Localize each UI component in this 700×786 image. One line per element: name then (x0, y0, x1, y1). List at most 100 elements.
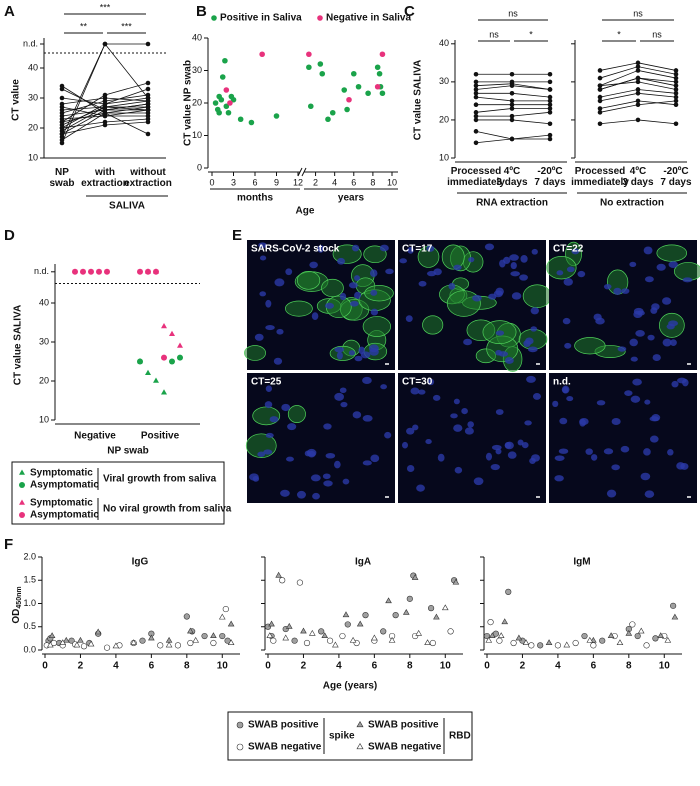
point (402, 608, 410, 615)
infected-cell (656, 244, 688, 262)
segment-label: years (338, 193, 365, 204)
y-tick-label: 10 (39, 414, 49, 424)
point (489, 632, 496, 639)
nucleus (490, 463, 500, 471)
nucleus (620, 445, 630, 453)
nucleus (647, 334, 655, 341)
significance-label: *** (121, 21, 132, 31)
panel-letter: C (404, 3, 415, 20)
point (145, 95, 151, 101)
legend-group-label: spike (329, 731, 355, 742)
point (487, 618, 494, 626)
point (473, 90, 479, 96)
significance-label: * (617, 29, 621, 39)
nucleus (524, 420, 532, 426)
point (59, 83, 65, 89)
point (473, 102, 479, 108)
x-tick-label: 8 (184, 661, 190, 672)
point (411, 574, 419, 580)
nucleus (643, 448, 651, 456)
point (452, 578, 460, 585)
point (473, 129, 479, 134)
subplot-title: IgG (132, 557, 149, 568)
nucleus (406, 464, 415, 473)
point (19, 469, 25, 475)
nucleus (362, 460, 372, 466)
nucleus (635, 329, 645, 337)
x-tick-label: 6 (351, 177, 356, 187)
point (379, 51, 386, 58)
y-tick-label: 1.0 (23, 598, 36, 608)
nucleus (274, 278, 285, 287)
point (385, 597, 392, 604)
point (161, 322, 167, 329)
nucleus (554, 455, 565, 461)
nucleus (453, 398, 460, 405)
nucleus (401, 441, 409, 449)
nucleus (296, 490, 306, 499)
micrograph-label: SARS-CoV-2 stock (251, 244, 340, 255)
x-tick-label: 10 (659, 661, 671, 672)
micrograph: n.d. (549, 373, 697, 503)
point (218, 96, 225, 103)
point (365, 90, 371, 97)
point (319, 70, 326, 77)
nucleus (362, 376, 372, 385)
infected-cell (446, 290, 481, 317)
nucleus (651, 414, 661, 422)
nucleus (369, 269, 378, 278)
y-tick-label: 20 (28, 122, 38, 132)
point (145, 41, 151, 47)
nucleus (650, 435, 659, 443)
point (139, 637, 146, 644)
point (497, 632, 505, 639)
point (673, 90, 679, 96)
point (635, 87, 641, 92)
nucleus (427, 378, 435, 386)
point (303, 639, 311, 647)
y-axis-label: CT value NP swab (183, 60, 194, 146)
x-tick-label: 0 (484, 661, 490, 672)
nucleus (384, 431, 392, 439)
infected-cell (363, 245, 387, 264)
x-tick-label: 4 (332, 177, 337, 187)
nucleus (354, 275, 361, 281)
point (59, 137, 65, 143)
point (509, 113, 515, 119)
point (59, 639, 67, 646)
nucleus (651, 303, 660, 311)
point (77, 636, 84, 643)
point (597, 87, 603, 92)
point (192, 636, 199, 643)
nucleus (433, 268, 442, 276)
point (599, 637, 606, 644)
nucleus (334, 392, 344, 401)
nucleus (606, 489, 617, 498)
nucleus (258, 242, 267, 249)
nucleus (425, 439, 432, 445)
micrograph: CT=30 (398, 373, 546, 503)
point (187, 627, 194, 634)
point (80, 268, 86, 275)
significance-label: ** (80, 21, 88, 31)
point (227, 639, 235, 646)
nucleus (519, 274, 528, 281)
point (341, 87, 348, 93)
point (635, 79, 641, 85)
point (174, 642, 182, 649)
point (145, 369, 151, 375)
y-tick-label: 2.0 (23, 551, 36, 561)
point (597, 83, 603, 88)
y-tick-label: 40 (439, 38, 449, 48)
micrograph-label: CT=25 (251, 377, 282, 388)
point (380, 628, 387, 635)
nucleus (336, 351, 343, 360)
point (187, 639, 194, 647)
nucleus (499, 259, 506, 268)
nucleus (412, 424, 419, 431)
point (137, 268, 143, 275)
x-tick-label: 3 (231, 177, 236, 187)
nucleus (325, 452, 336, 459)
x-tick-label: Positive (141, 431, 180, 442)
y-tick-label: 30 (39, 336, 49, 346)
